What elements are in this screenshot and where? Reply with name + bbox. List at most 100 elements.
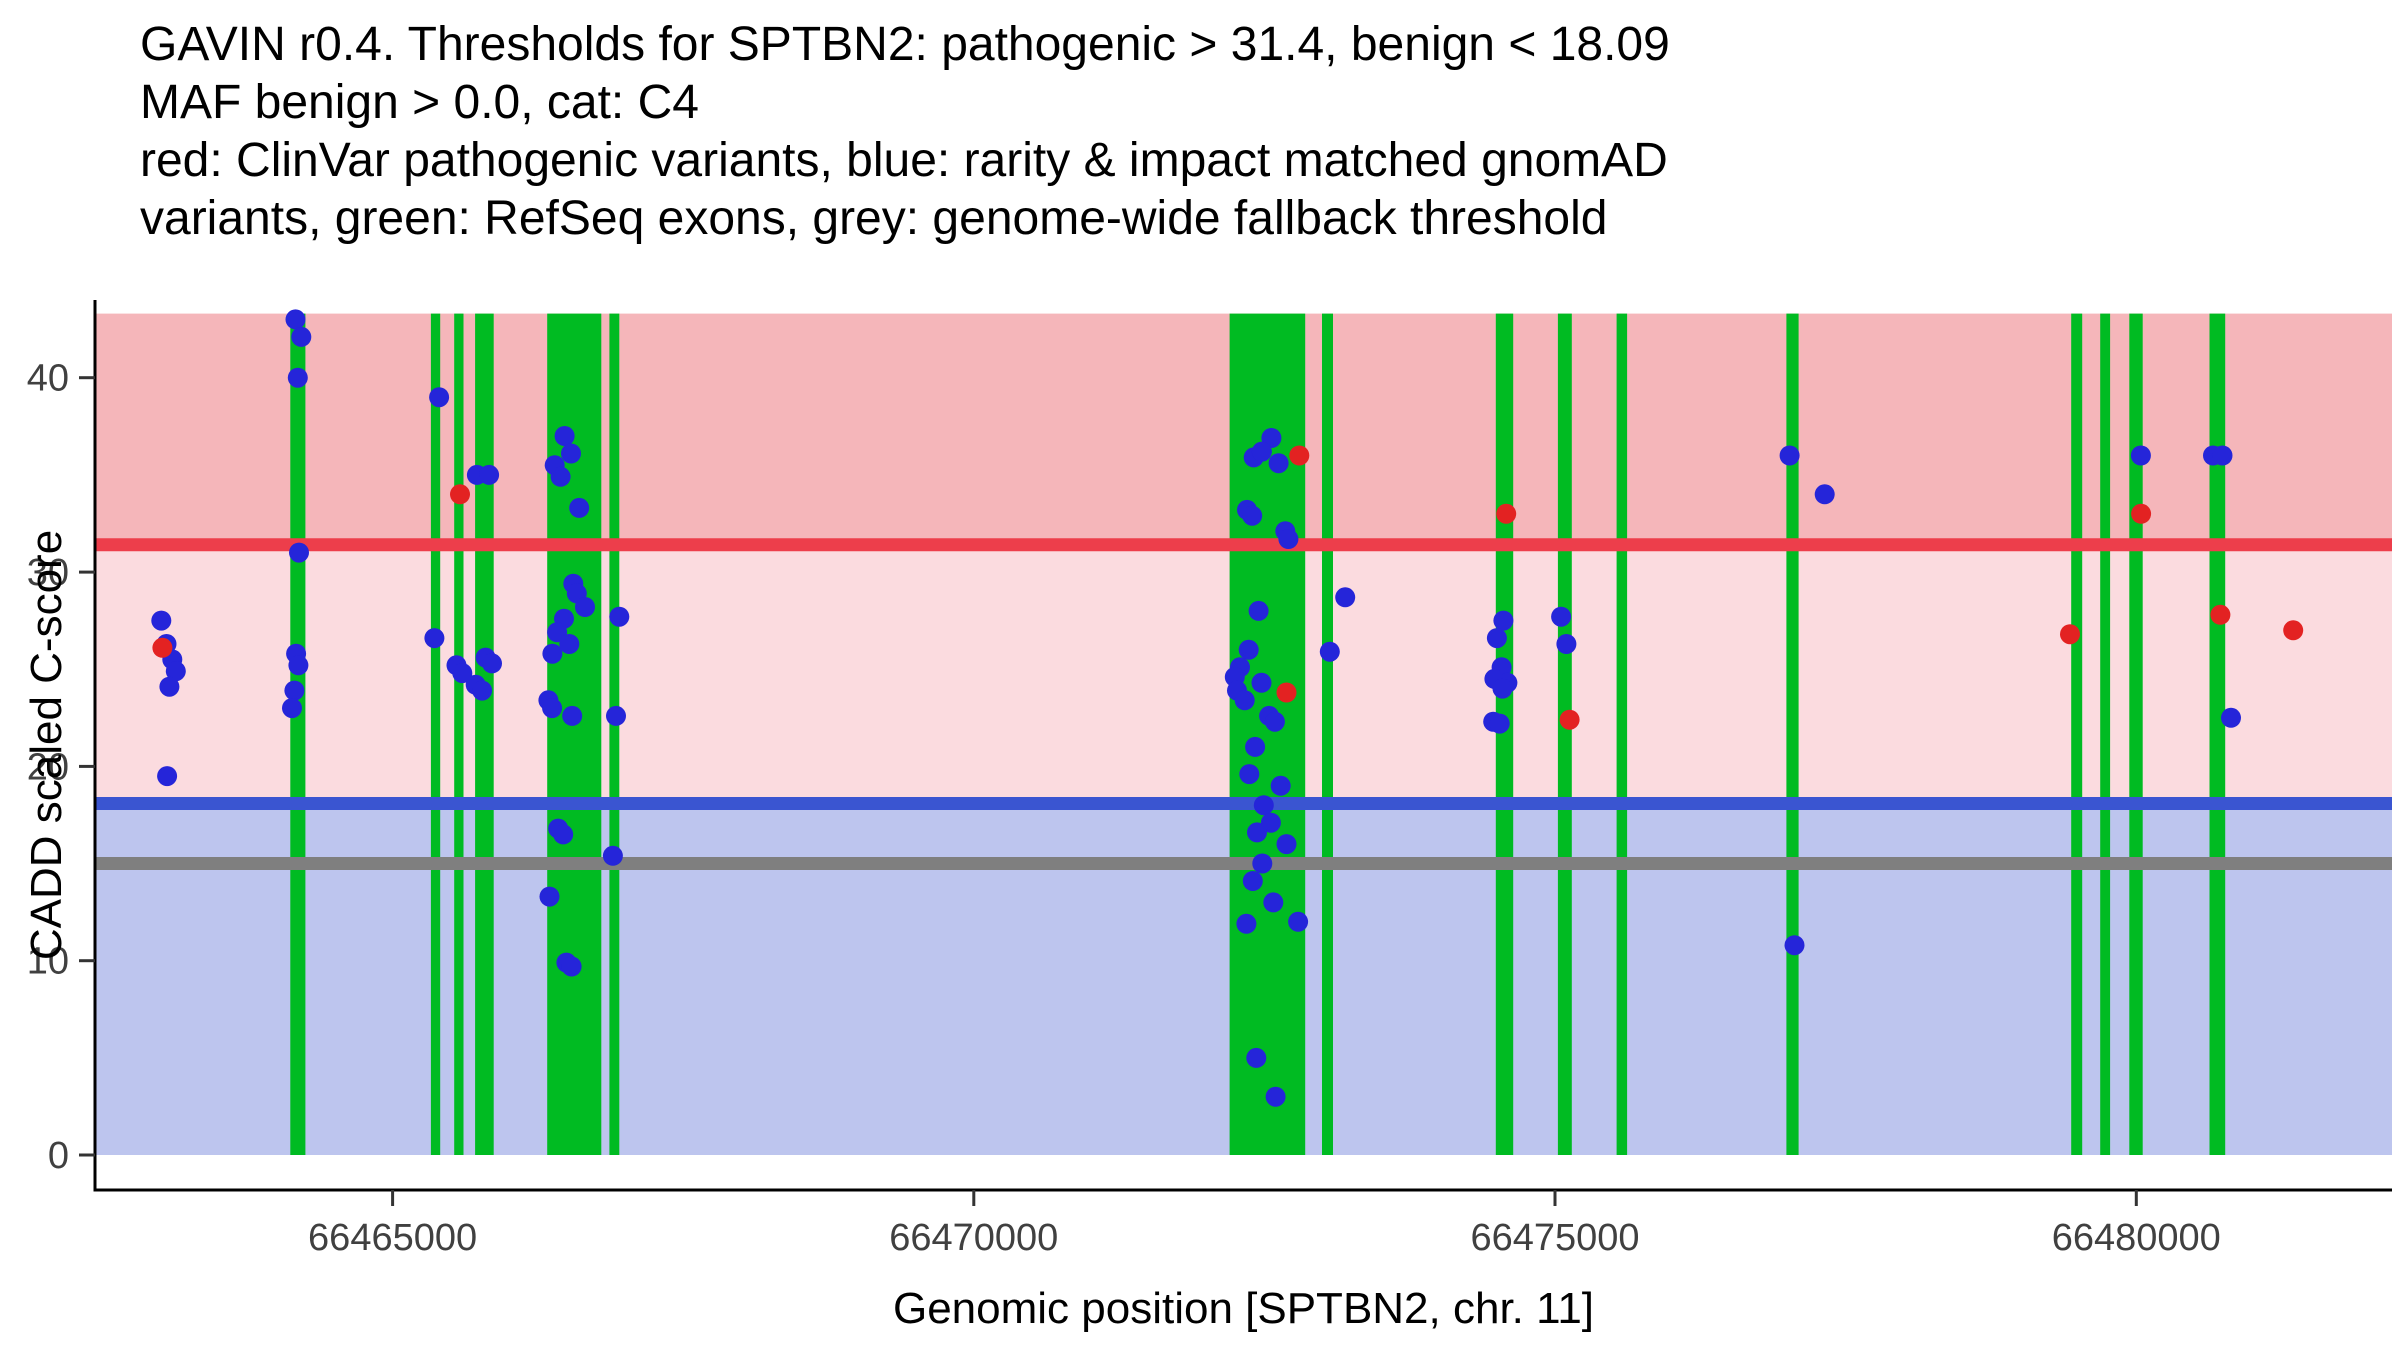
gnomad-variant-point [562,705,583,726]
gnomad-variant-point [429,387,450,408]
gnomad-variant-point [1265,1086,1286,1107]
gnomad-variant-point [284,680,305,701]
gnomad-variant-point [1288,911,1309,932]
clinvar-variant-point [1559,709,1580,730]
clinvar-variant-point [1496,503,1517,524]
gnomad-variant-point [157,766,178,787]
gnomad-variant-point [1551,606,1572,627]
refseq-exon-bar [430,313,441,1156]
y-tick-label: 0 [48,1135,69,1177]
gnomad-variant-point [553,824,574,845]
gnomad-variant-point [1276,834,1297,855]
gnomad-variant-point [288,655,309,676]
gnomad-variant-point [602,845,623,866]
clinvar-variant-point [1276,682,1297,703]
gnomad-variant-point [1779,445,1800,466]
gnomad-variant-point [2212,445,2233,466]
gnomad-variant-point [151,610,172,631]
gnomad-variant-point [554,426,575,446]
gnomad-variant-point [1486,628,1507,649]
clinvar-variant-point [450,484,470,505]
gnomad-variant-point [561,956,582,977]
gnomad-variant-point [424,628,445,649]
clinvar-variant-point [2060,624,2080,645]
refseq-exon-bar [1495,313,1514,1156]
gnomad-variant-point [1492,678,1513,699]
refseq-exon-bar [1322,313,1333,1156]
y-tick-label: 40 [27,358,69,400]
x-tick-label: 66475000 [1470,1217,1639,1259]
gnomad-variant-point [1242,871,1263,891]
gnomad-variant-point [561,443,581,464]
clinvar-variant-point [152,637,173,658]
refseq-exon-bar [609,313,620,1156]
title-line-3: red: ClinVar pathogenic variants, blue: … [140,134,1668,187]
clinvar-variant-point [1289,445,1310,466]
x-tick-label: 66470000 [889,1217,1058,1259]
y-tick-label: 30 [27,552,69,594]
gnomad-variant-point [282,698,302,719]
gnomad-variant-point [542,698,563,719]
gnomad-variant-point [289,542,309,563]
gnomad-variant-point [542,643,563,664]
gnomad-variant-point [479,464,500,485]
gnomad-variant-point [159,676,180,697]
gnomad-variant-point [569,497,590,518]
gnomad-variant-point [1278,529,1299,549]
refseq-exon-bar [290,313,306,1156]
gnomad-variant-point [285,309,306,330]
refseq-exon-bar [2129,313,2143,1156]
refseq-exon-bar [1557,313,1572,1156]
y-axis-title: CADD scaled C-score [22,529,71,961]
gnomad-variant-point [165,661,186,682]
gnomad-variant-point [1248,600,1269,621]
x-axis-title: Genomic position [SPTBN2, chr. 11] [892,1284,1595,1333]
gnomad-variant-point [482,653,502,674]
gnomad-variant-point [575,597,595,617]
gnomad-variant-point [1238,639,1259,660]
gnomad-variant-point [1242,505,1263,526]
gnomad-variant-point [539,886,560,907]
clinvar-variant-point [2131,503,2152,524]
title-line-4: variants, green: RefSeq exons, grey: gen… [140,192,1608,245]
refseq-exon-bar [454,313,464,1156]
gnomad-variant-point [1260,812,1281,833]
gnomad-variant-point [559,634,580,654]
gnomad-variant-point [1247,822,1267,843]
refseq-exon-bar [2100,313,2111,1156]
gnomad-variant-point [2221,707,2241,728]
gnomad-variant-point [1251,441,1272,462]
gnomad-variant-point [1236,913,1257,934]
gnomad-variant-point [550,466,571,487]
gnomad-variant-point [1489,713,1510,734]
gnomad-variant-point [1246,1047,1267,1068]
gnomad-variant-point [291,326,312,347]
gnomad-variant-point [1264,711,1285,732]
refseq-exon-bar [2209,313,2226,1156]
title-line-2: MAF benign > 0.0, cat: C4 [140,76,699,129]
gnomad-variant-point [609,606,630,627]
plot-title-block: GAVIN r0.4. Thresholds for SPTBN2: patho… [140,16,1670,248]
gnomad-variant-point [1814,484,1835,505]
gnomad-variant-point [1556,634,1577,654]
gnomad-variant-point [1335,587,1356,608]
gnomad-variant-point [1319,641,1340,662]
gnomad-variant-point [1263,892,1284,913]
y-tick-label: 20 [27,746,69,788]
refseq-exon-bar [475,313,494,1156]
refseq-exon-bar [1616,313,1628,1156]
gnomad-variant-point [1270,775,1291,796]
title-line-1: GAVIN r0.4. Thresholds for SPTBN2: patho… [140,18,1670,71]
gnomad-variant-point [2130,445,2151,466]
gnomad-variant-point [1253,795,1274,816]
gnomad-variant-point [1784,935,1805,956]
clinvar-variant-point [2283,620,2304,641]
refseq-exon-bar [1786,313,1799,1156]
y-tick-label: 10 [27,941,69,983]
gnomad-variant-point [1252,853,1273,874]
refseq-exon-bar [2071,313,2083,1156]
gnomad-variant-point [1268,453,1289,474]
x-tick-label: 66480000 [2052,1217,2221,1259]
gnomad-variant-point [472,680,493,701]
refseq-exon-bar [547,313,602,1156]
